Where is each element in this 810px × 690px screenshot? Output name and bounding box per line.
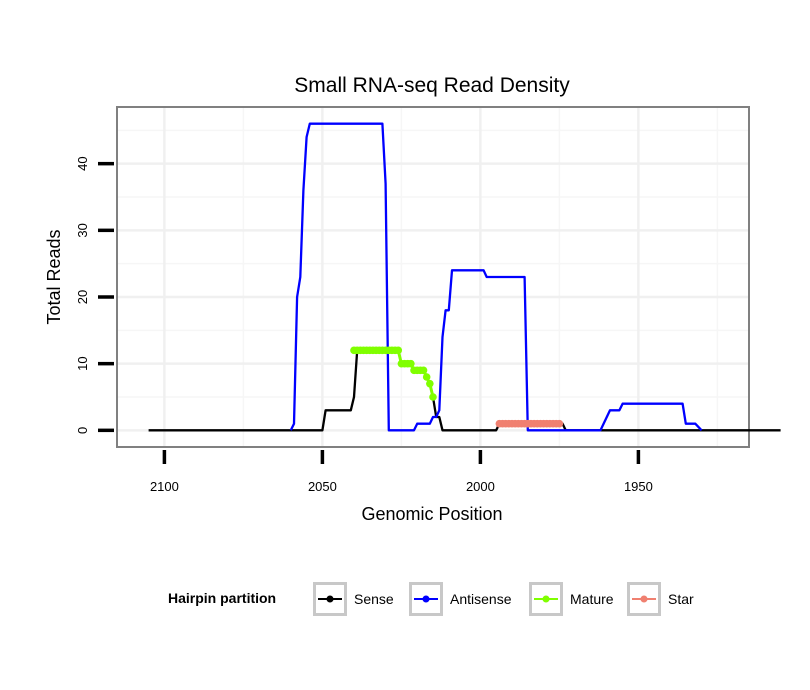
y-tick-label: 0 [75,427,90,434]
legend: Hairpin partition Sense Antisense Mature St… [168,582,694,616]
legend-key-marker [542,595,550,603]
legend-key-marker [326,595,334,603]
y-tick-label: 30 [75,223,90,237]
y-tick-label: 20 [75,290,90,304]
data-point-mature [429,393,437,401]
x-tick-label: 2000 [466,479,495,494]
series-layer [148,122,781,432]
legend-key-marker [422,595,430,603]
x-tick-label: 2050 [308,479,337,494]
legend-label-antisense: Antisense [450,591,512,607]
legend-label-mature: Mature [570,591,614,607]
legend-label-star: Star [668,591,694,607]
y-tick-label: 40 [75,156,90,170]
data-point-mature [419,366,428,375]
chart-title: Small RNA-seq Read Density [294,74,570,97]
series-line-antisense [289,122,703,432]
x-tick-label: 1950 [624,479,653,494]
legend-key-marker [640,595,648,603]
y-axis-title: Total Reads [44,229,64,324]
data-point-star [555,419,564,428]
data-point-mature [407,359,415,368]
legend-title: Hairpin partition [168,590,276,606]
x-axis-title: Genomic Position [361,504,502,524]
legend-label-sense: Sense [354,591,394,607]
data-point-mature [426,379,434,388]
x-tick-label: 2100 [150,479,179,494]
axes: 2100 2050 2000 1950 0 10 20 30 40 [75,156,653,494]
y-tick-label: 10 [75,356,90,370]
data-point-mature [394,346,403,355]
data-point-mature [422,373,431,381]
